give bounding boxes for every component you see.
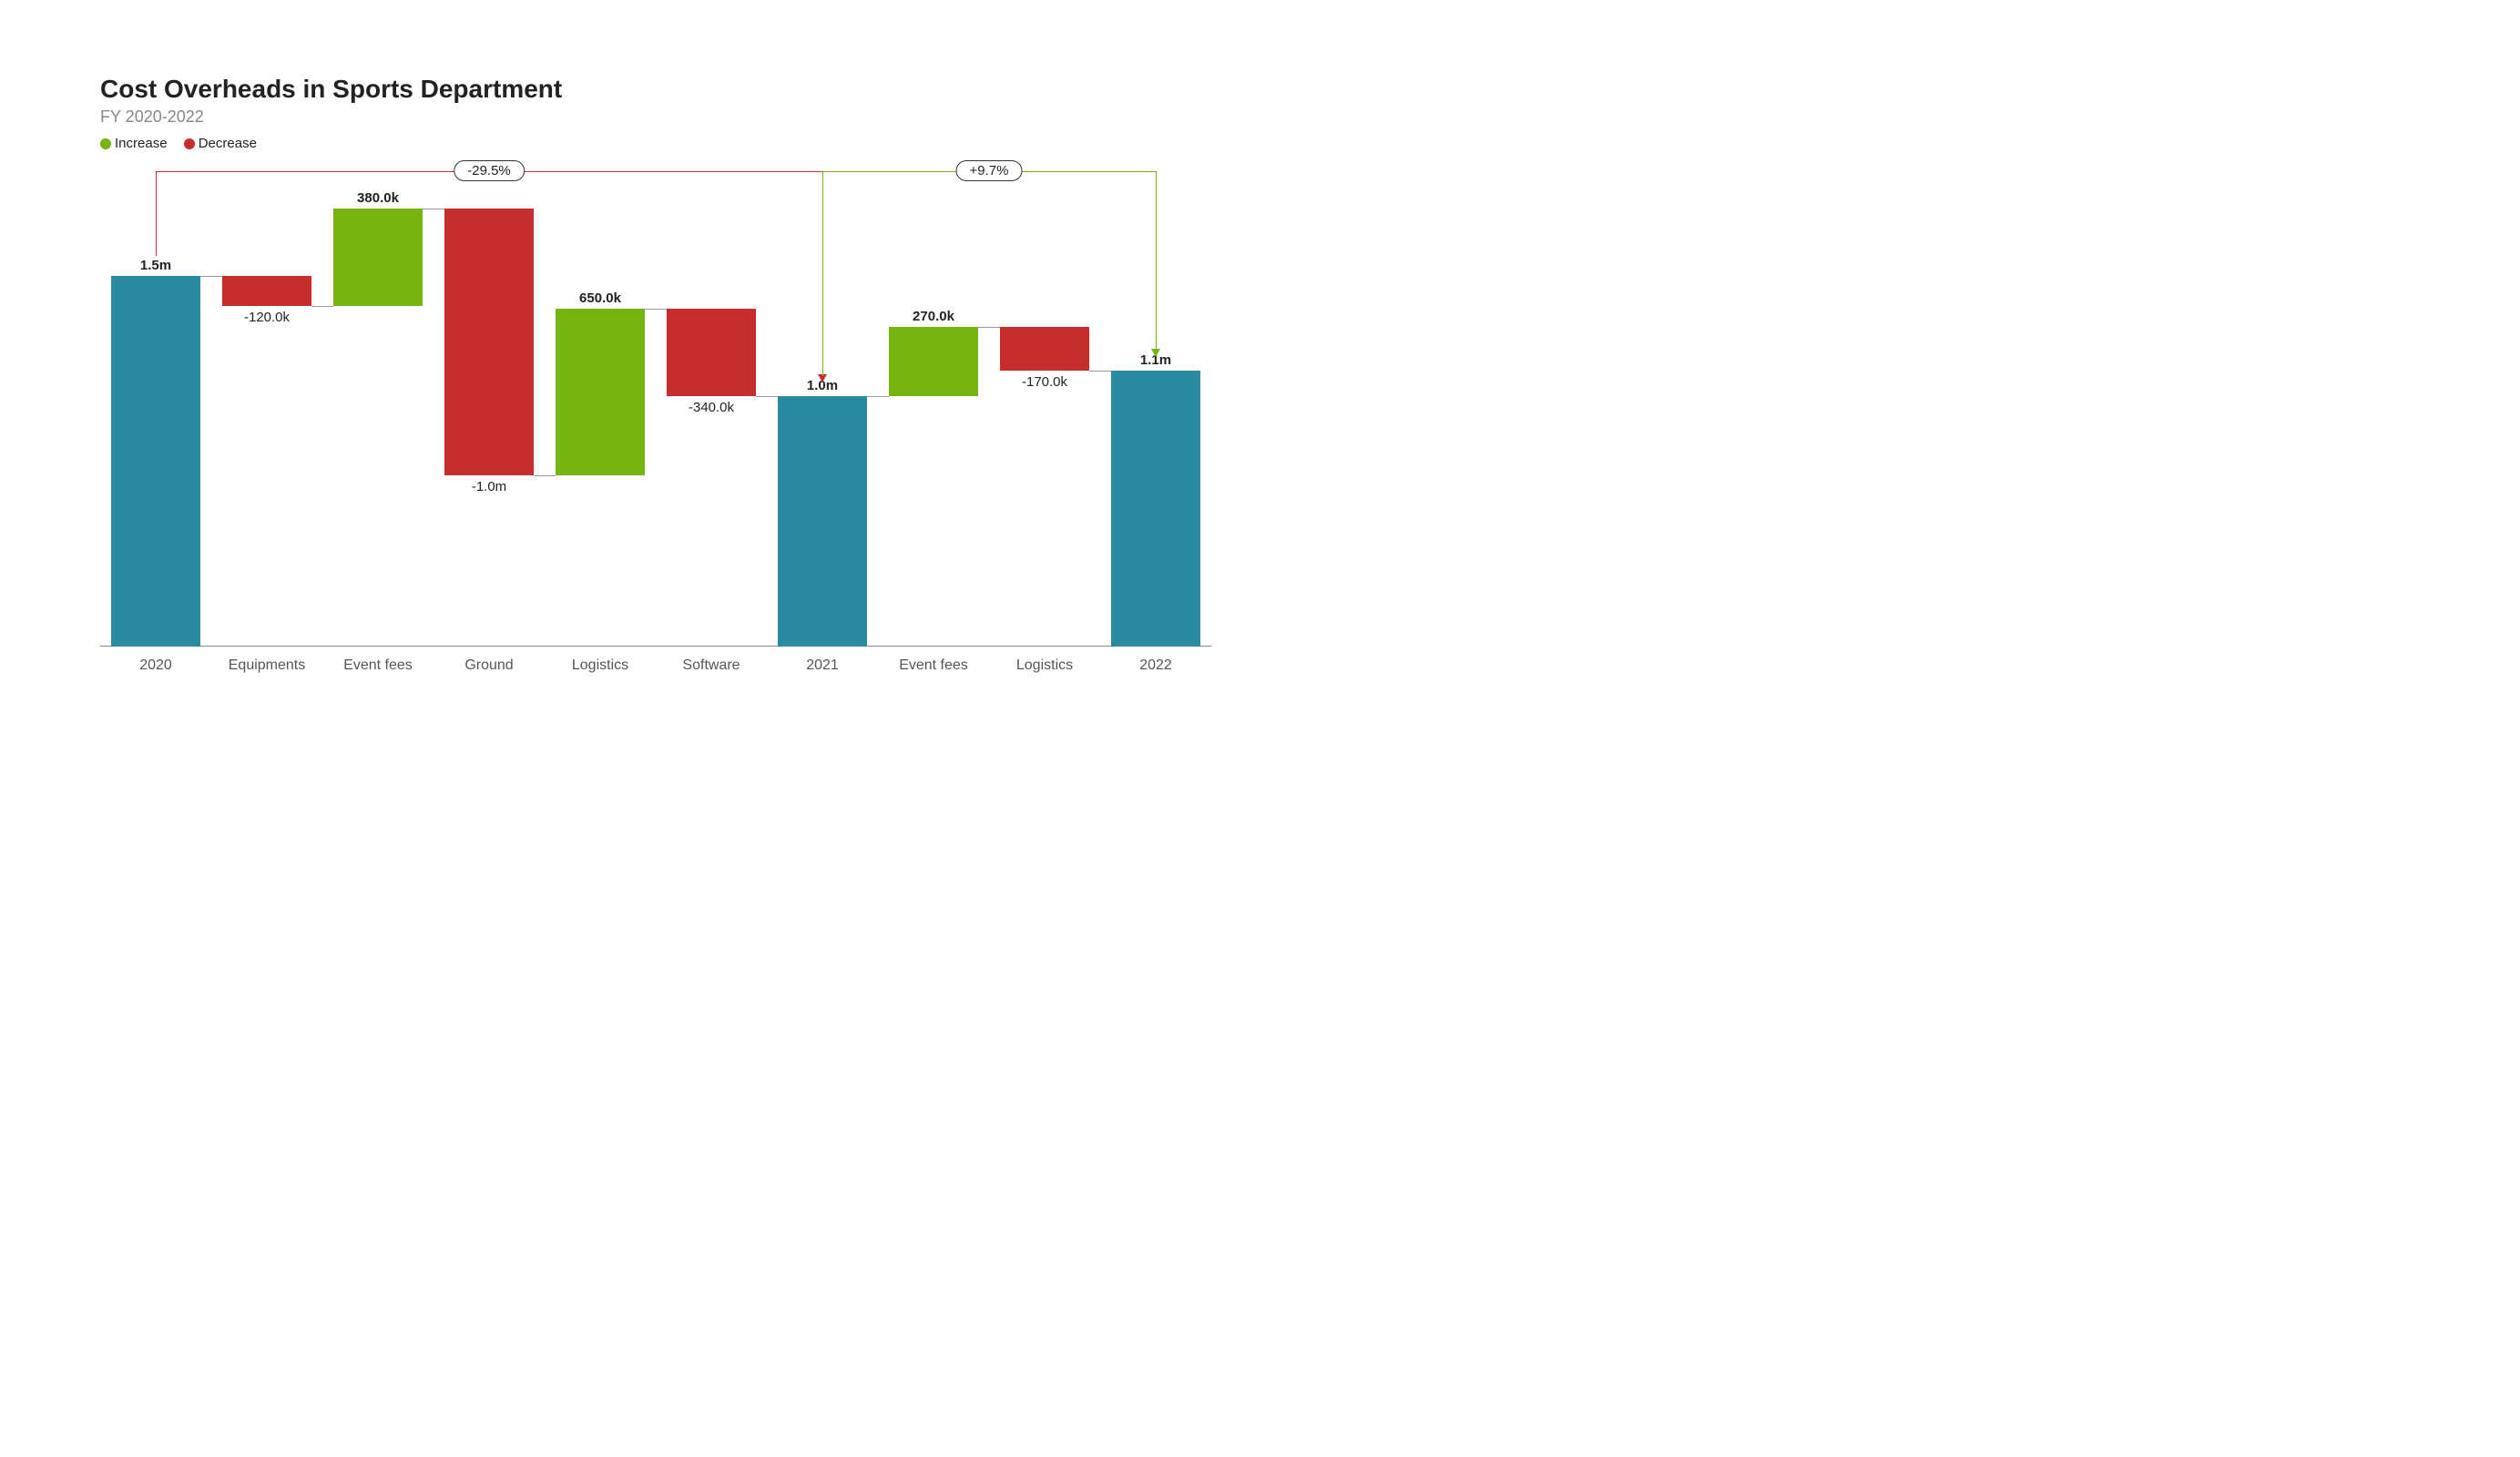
bar-connector <box>200 276 222 277</box>
waterfall-bar <box>1000 327 1089 371</box>
x-axis-label: 2020 <box>103 657 209 674</box>
waterfall-bar <box>111 276 200 647</box>
bar-connector <box>756 396 778 397</box>
x-axis-label: Event fees <box>325 657 431 674</box>
bar-value-label: -170.0k <box>1022 374 1067 390</box>
page: Cost Overheads in Sports Department FY 2… <box>0 0 1311 758</box>
x-axis-label: 2022 <box>1103 657 1209 674</box>
bar-value-label: -120.0k <box>244 310 290 325</box>
x-axis-line <box>100 646 1211 647</box>
change-percent-label: -29.5% <box>454 160 525 181</box>
bar-connector <box>978 327 1000 328</box>
change-arrow-line <box>156 171 157 256</box>
change-arrow-line <box>1156 171 1157 351</box>
waterfall-bar <box>444 209 534 474</box>
waterfall-bar <box>1111 371 1200 647</box>
bar-connector <box>311 306 333 307</box>
x-axis-label: Logistics <box>992 657 1097 674</box>
bar-connector <box>645 309 667 310</box>
bar-value-label: 270.0k <box>913 309 954 324</box>
waterfall-bar <box>889 327 978 396</box>
legend-item-increase: Increase <box>100 136 168 151</box>
chart-title: Cost Overheads in Sports Department <box>100 75 562 104</box>
legend-label-increase: Increase <box>115 136 168 151</box>
chart-header: Cost Overheads in Sports Department FY 2… <box>100 75 562 153</box>
chart-legend: Increase Decrease <box>100 136 562 153</box>
x-axis-label: Ground <box>436 657 542 674</box>
x-axis-label: 2021 <box>770 657 875 674</box>
bar-value-label: -340.0k <box>689 400 734 415</box>
change-arrow-head-icon <box>1151 349 1160 357</box>
chart-subtitle: FY 2020-2022 <box>100 107 562 127</box>
legend-dot-decrease <box>184 138 195 149</box>
waterfall-bar <box>556 309 645 475</box>
bar-connector <box>867 396 889 397</box>
legend-item-decrease: Decrease <box>184 136 257 151</box>
x-axis-label: Logistics <box>547 657 653 674</box>
bar-connector <box>534 475 556 476</box>
waterfall-bar <box>778 396 867 647</box>
legend-dot-increase <box>100 138 111 149</box>
bar-connector <box>1089 371 1111 372</box>
x-axis-label: Equipments <box>214 657 320 674</box>
x-axis-label: Software <box>658 657 764 674</box>
bar-value-label: -1.0m <box>472 479 506 494</box>
change-arrow-line <box>822 171 823 376</box>
waterfall-chart: 1.5m 2020 -120.0k Equipments 380.0k Event fee… <box>100 164 1211 674</box>
change-percent-label: +9.7% <box>956 160 1023 181</box>
waterfall-bar <box>222 276 311 307</box>
bar-value-label: 380.0k <box>357 190 399 206</box>
legend-label-decrease: Decrease <box>199 136 257 151</box>
waterfall-bar <box>333 209 423 306</box>
waterfall-bar <box>667 309 756 396</box>
x-axis-label: Event fees <box>881 657 986 674</box>
bar-value-label: 650.0k <box>579 290 621 306</box>
bar-value-label: 1.5m <box>140 258 171 273</box>
